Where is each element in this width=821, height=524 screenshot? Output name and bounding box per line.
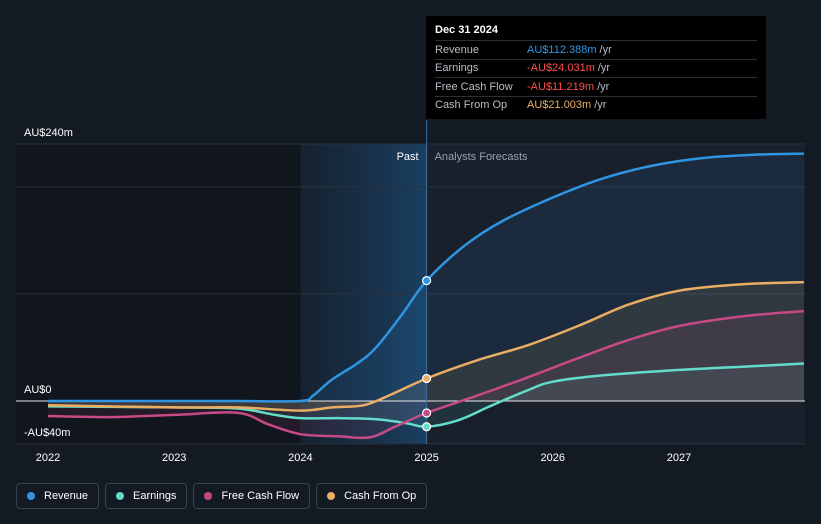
y-axis-label: AU$0 — [24, 384, 52, 396]
cash-from-op-line — [47, 280, 804, 412]
tooltip-row-unit: /yr — [599, 43, 612, 56]
free-cash-flow-marker — [422, 408, 432, 418]
legend-item-cash-from-op[interactable]: Cash From Op — [316, 483, 428, 509]
x-axis-labels: 2022 2023 2024 2025 2026 2027 — [36, 452, 691, 464]
legend: Revenue Earnings Free Cash Flow Cash From O… — [16, 483, 428, 511]
legend-item-free-cash-flow[interactable]: Free Cash Flow — [193, 483, 311, 509]
tooltip-row-value: AU$112.388m — [527, 43, 597, 56]
legend-item-label: Revenue — [44, 490, 89, 502]
y-axis-label: -AU$40m — [24, 427, 70, 439]
tooltip-row: Cash From Op AU$21.003m/yr — [435, 95, 757, 115]
tooltip: Dec 31 2024 Revenue AU$112.388m/yr Earning… — [426, 16, 766, 119]
x-axis-label: 2024 — [288, 452, 312, 464]
tooltip-row: Free Cash Flow -AU$11.219m/yr — [435, 77, 757, 96]
tooltip-date: Dec 31 2024 — [435, 24, 498, 36]
legend-item-label: Cash From Op — [344, 490, 417, 502]
legend-item-label: Earnings — [133, 490, 177, 502]
forecast-label: Analysts Forecasts — [435, 151, 528, 163]
past-label: Past — [397, 151, 419, 163]
revenue-marker — [422, 276, 432, 286]
x-axis-label: 2025 — [414, 452, 438, 464]
free-cash-flow-line — [47, 309, 804, 440]
revenue-line — [48, 152, 804, 403]
legend-item-label: Free Cash Flow — [221, 490, 300, 502]
legend-item-earnings[interactable]: Earnings — [105, 483, 188, 509]
tooltip-row: Earnings -AU$24.031m/yr — [435, 58, 757, 78]
legend-dot-icon — [27, 492, 35, 500]
y-axis-labels: AU$240m AU$0 -AU$40m — [24, 127, 73, 439]
series-lines — [47, 152, 804, 440]
tooltip-row-name: Earnings — [435, 62, 479, 75]
revenue-area — [48, 153, 804, 402]
tooltip-row-value: -AU$24.031m — [527, 62, 595, 75]
y-axis-label: AU$240m — [24, 127, 73, 139]
x-axis-label: 2022 — [36, 452, 60, 464]
legend-item-revenue[interactable]: Revenue — [16, 483, 100, 509]
earnings-marker — [422, 422, 432, 432]
gridlines — [16, 143, 805, 445]
legend-dot-icon — [204, 492, 213, 500]
legend-dot-icon — [327, 492, 336, 500]
tooltip-row-name: Revenue — [435, 43, 480, 56]
tooltip-row-unit: /yr — [594, 99, 607, 112]
cash-from-op-area — [48, 282, 804, 411]
x-axis-label: 2026 — [541, 452, 565, 464]
tooltip-row: Revenue AU$112.388m/yr — [435, 40, 757, 59]
tooltip-row-name: Free Cash Flow — [435, 80, 513, 93]
cash-from-op-marker — [422, 373, 432, 384]
tooltip-row-value: -AU$11.219m — [527, 80, 595, 93]
tooltip-row-name: Cash From Op — [435, 99, 508, 112]
x-axis-label: 2027 — [667, 452, 691, 464]
legend-dot-icon — [116, 492, 125, 500]
tooltip-row-unit: /yr — [597, 62, 611, 75]
earnings-area — [48, 363, 804, 427]
tooltip-row-value: AU$21.003m — [527, 99, 592, 112]
series-markers — [422, 276, 432, 432]
x-axis-label: 2023 — [162, 452, 186, 464]
tooltip-row-unit: /yr — [597, 80, 610, 93]
